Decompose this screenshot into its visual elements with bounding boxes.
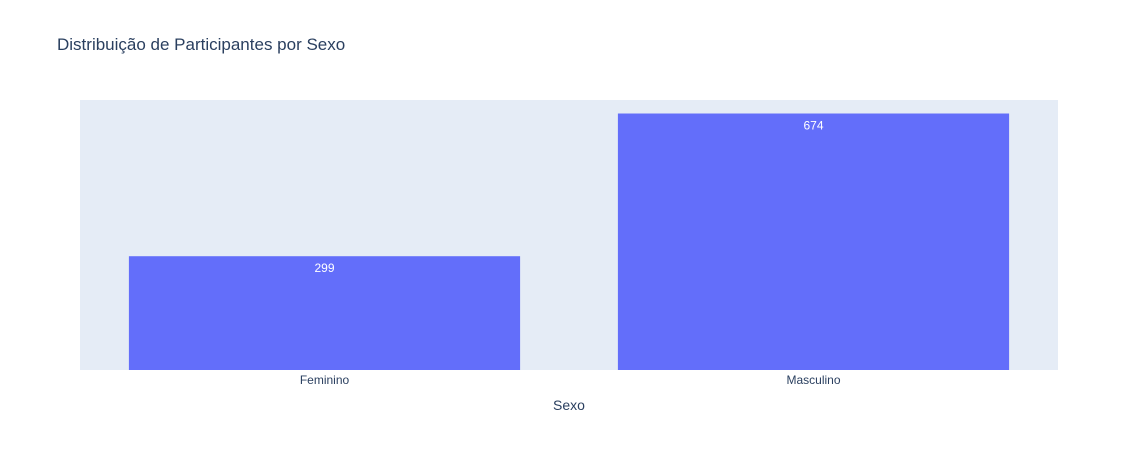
- chart-title: Distribuição de Participantes por Sexo: [57, 35, 345, 54]
- data-label-feminino: 299: [314, 261, 334, 275]
- x-tick-label-masculino: Masculino: [786, 373, 840, 387]
- x-tick-labels: Feminino Masculino: [300, 373, 841, 387]
- x-tick-label-feminino: Feminino: [300, 373, 350, 387]
- data-labels-layer: 299 674: [314, 119, 823, 276]
- bars-layer: [128, 113, 1010, 370]
- data-label-masculino: 674: [803, 119, 823, 133]
- bar-masculino[interactable]: [617, 113, 1010, 370]
- x-axis-title: Sexo: [553, 397, 585, 413]
- bar-feminino[interactable]: [128, 256, 521, 370]
